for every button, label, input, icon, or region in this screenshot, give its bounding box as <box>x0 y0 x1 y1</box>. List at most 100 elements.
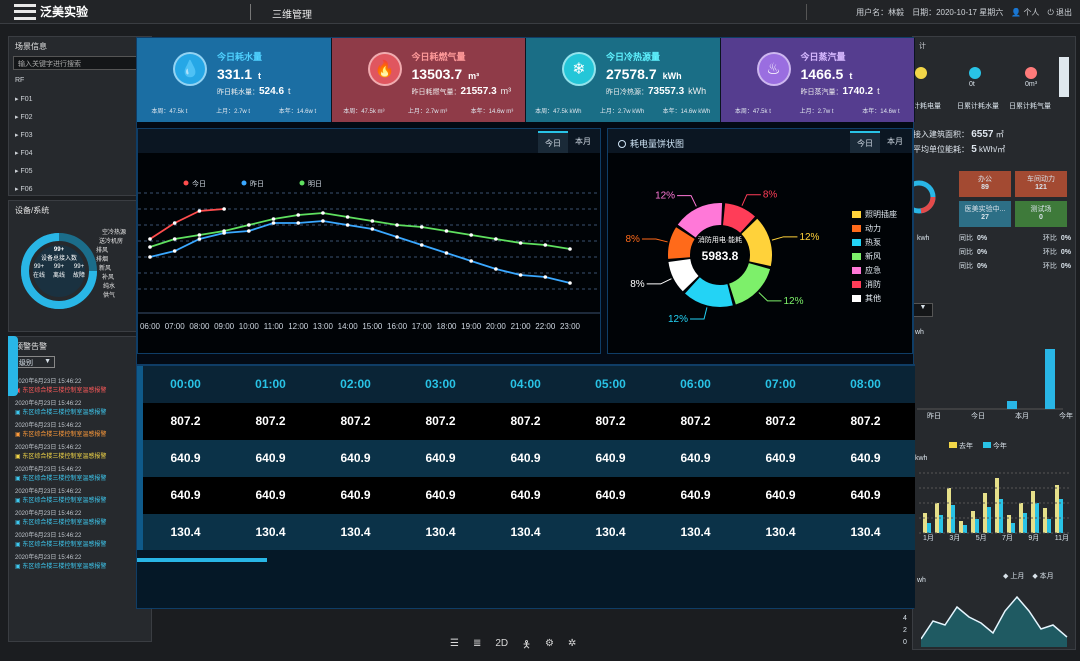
alarm-item[interactable]: 2020年6月23日 15:46:22 ▣ 东区综合楼三楼控制室温感报警 <box>9 484 151 506</box>
caret-right-icon: ▸ <box>15 132 21 139</box>
table-row[interactable]: 130.4 130.4 130.4 130.4 130.4 130.4 130.4 130.4… <box>143 514 915 551</box>
app-logo[interactable]: 泛美实验 <box>14 3 88 20</box>
tab-today[interactable]: 今日 <box>850 131 880 153</box>
table-row[interactable]: 640.9 640.9 640.9 640.9 640.9 640.9 640.9 640.9… <box>143 440 915 477</box>
legend-swatch <box>852 210 861 218</box>
person-icon[interactable]: 🯅 <box>522 640 531 651</box>
column-header[interactable]: 04:00 <box>510 377 541 391</box>
layers-icon[interactable]: ≣ <box>472 638 482 649</box>
building-type-box[interactable]: 车间动力 121 <box>1015 171 1067 197</box>
alarm-item[interactable]: 2020年6月23日 15:46:22 ▣ 东区综合楼三楼控制室温感报警 <box>9 396 151 418</box>
alarm-item[interactable]: 2020年6月23日 15:46:22 ▣ 东区综合楼三楼控制室温感报警 <box>9 506 151 528</box>
system-label[interactable]: 排烟 <box>96 257 109 263</box>
floor-item[interactable]: ▸ F03 <box>9 128 151 146</box>
column-header[interactable]: 05:00 <box>595 377 626 391</box>
horizontal-scrollbar[interactable] <box>137 558 267 562</box>
column-header[interactable]: 01:00 <box>255 377 286 391</box>
tab-month[interactable]: 本月 <box>575 137 591 146</box>
column-header[interactable]: 08:00 <box>850 377 881 391</box>
floor-item[interactable]: ▸ F05 <box>9 164 151 182</box>
table-cell: 640.9 <box>765 451 796 465</box>
y-tick-label: 0 <box>903 639 907 646</box>
alarm-item[interactable]: 2020年6月23日 15:46:22 ▣ 东区综合楼三楼控制室温感报警 <box>9 528 151 550</box>
alarm-message: ▣ 东区综合楼三楼控制室温感报警 <box>15 407 145 416</box>
yesterday-unit: t <box>288 86 291 96</box>
tab-today[interactable]: 今日 <box>538 131 568 153</box>
card-label: 今日冷热源量 <box>606 52 661 62</box>
footer-stat: 本年：14.6w t <box>862 109 900 115</box>
legend-item[interactable]: 热泵 <box>852 235 897 249</box>
alarm-item[interactable]: 2020年6月23日 15:46:22 ▣ 东区综合楼三楼控制室温感报警 <box>9 418 151 440</box>
table-cell: 807.2 <box>425 414 456 428</box>
system-label[interactable]: 纯水 <box>103 284 116 290</box>
gear-icon[interactable]: ✲ <box>567 638 577 649</box>
area-line <box>921 595 1068 640</box>
power-icon: ⏻ <box>1047 8 1054 17</box>
alarm-item[interactable]: 2020年6月23日 15:46:22 ▣ 东区综合楼三楼控制室温感报警 <box>9 440 151 462</box>
system-label[interactable]: 供气 <box>103 293 116 299</box>
alarm-item[interactable]: 2020年6月23日 15:46:22 ▣ 东区综合楼三楼控制室温感报警 <box>9 550 151 572</box>
personal-button[interactable]: 👤 个人 <box>1011 7 1039 18</box>
table-row[interactable]: 807.2 807.2 807.2 807.2 807.2 807.2 807.2 807.2… <box>143 403 915 440</box>
floor-item[interactable]: ▸ F04 <box>9 146 151 164</box>
system-label[interactable]: 空冷热源 <box>102 230 127 236</box>
area-legend: ◆ 上月 ◆ 本月 <box>1003 571 1054 581</box>
search-input[interactable]: 输入关键字进行搜索 <box>13 56 147 70</box>
alarm-item[interactable]: 2020年6月23日 15:46:22 ▣ 东区综合楼三楼控制室温感报警 <box>9 462 151 484</box>
line-chart-svg: 今日 昨日 明日 06:00 07:00 08:00 09:00 10:00 11:00 12:0… <box>138 179 600 331</box>
energy-dashboard-overlay: 💧 今日耗水量 331.1 t 昨日耗水量：524.6 t 本周：47.5k t 上月：2.7… <box>136 37 915 609</box>
slice-leader <box>641 238 668 243</box>
level-select[interactable]: 级别 ▼ <box>15 356 55 368</box>
2d-icon[interactable]: 2D <box>495 638 509 649</box>
table-row[interactable]: 640.9 640.9 640.9 640.9 640.9 640.9 640.9 640.9… <box>143 477 915 514</box>
right-vertical-tab[interactable] <box>1059 57 1069 97</box>
module-title[interactable]: 三维管理 <box>272 10 312 21</box>
alarm-message-text: 东区综合楼三楼控制室温感报警 <box>22 454 107 460</box>
legend-item[interactable]: 其他 <box>852 291 897 305</box>
month-tick-label: 5月 <box>975 535 987 542</box>
building-type-box[interactable]: 测试场 0 <box>1015 201 1067 227</box>
legend-item[interactable]: 照明插座 <box>852 207 897 221</box>
legend-item[interactable]: 动力 <box>852 221 897 235</box>
settings-icon[interactable]: ⚙ <box>544 638 554 649</box>
energy-card[interactable]: 🔥 今日耗燃气量 13503.7 m³ 昨日耗燃气量：21557.3 m³ 本周：47.5k… <box>331 38 526 122</box>
system-label[interactable]: 新风 <box>99 266 112 272</box>
legend-item[interactable]: 新风 <box>852 249 897 263</box>
energy-card[interactable]: ❄ 今日冷热源量 27578.7 kWh 昨日冷热源：73557.3 kWh 本周：47.5… <box>526 38 721 122</box>
floor-list: RF ▸ F01 ▸ F02 ▸ F03 ▸ F04 ▸ F05 ▸ F06 <box>9 74 151 200</box>
building-type-box[interactable]: 医美实验中... 27 <box>959 201 1011 227</box>
energy-card[interactable]: 💧 今日耗水量 331.1 t 昨日耗水量：524.6 t 本周：47.5k t 上月：2.7… <box>137 38 332 122</box>
period-select[interactable]: ▼ <box>913 303 933 317</box>
building-type-box[interactable]: 办公 89 <box>959 171 1011 197</box>
donut-fault: 99+ <box>73 264 85 270</box>
pie-legend: 照明插座 动力 热泵 新风 应急 消防 其他 <box>852 207 897 305</box>
pie-slice <box>722 203 755 233</box>
column-header[interactable]: 00:00 <box>170 377 201 391</box>
column-header[interactable]: 06:00 <box>680 377 711 391</box>
energy-card[interactable]: ♨ 今日蒸汽量 1466.5 t 昨日蒸汽量：1740.2 t 本周：47.5k t 上月：2… <box>720 38 915 122</box>
x-tick-label: 12:00 <box>288 322 309 331</box>
donut-online-label: 在线 <box>32 273 45 279</box>
alarm-item[interactable]: 2020年6月23日 15:46:22 ▣ 东区综合楼三楼控制室温感报警 <box>9 374 151 396</box>
floor-item[interactable]: ▸ F06 <box>9 182 151 200</box>
alarm-title: 预警告警 <box>15 342 47 351</box>
alarm-message-text: 东区综合楼三楼控制室温感报警 <box>22 410 107 416</box>
logout-button[interactable]: ⏻ 退出 <box>1047 7 1072 18</box>
column-header[interactable]: 03:00 <box>425 377 456 391</box>
system-label[interactable]: 排风 <box>96 248 109 254</box>
column-header[interactable]: 07:00 <box>765 377 796 391</box>
system-label[interactable]: 补风 <box>102 275 115 281</box>
x-tick-label: 16:00 <box>387 322 408 331</box>
system-label[interactable]: 送冷机房 <box>99 239 124 245</box>
sidebar-toggle-handle[interactable] <box>8 336 18 396</box>
legend-item[interactable]: 应急 <box>852 263 897 277</box>
menu-icon[interactable]: ☰ <box>450 638 459 649</box>
floor-item[interactable]: RF <box>9 74 151 92</box>
legend-item[interactable]: 消防 <box>852 277 897 291</box>
bar-this-year <box>939 515 943 533</box>
data-point <box>419 243 424 247</box>
tab-month[interactable]: 本月 <box>887 137 903 146</box>
floor-item[interactable]: ▸ F02 <box>9 110 151 128</box>
column-header[interactable]: 02:00 <box>340 377 371 391</box>
floor-item[interactable]: ▸ F01 <box>9 92 151 110</box>
